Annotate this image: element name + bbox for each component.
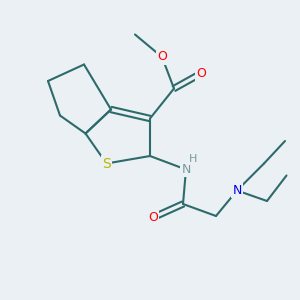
Text: O: O: [196, 67, 206, 80]
Text: O: O: [148, 211, 158, 224]
Text: N: N: [181, 163, 191, 176]
Text: N: N: [232, 184, 242, 197]
Text: S: S: [102, 157, 111, 170]
Text: O: O: [157, 50, 167, 64]
Text: H: H: [189, 154, 198, 164]
